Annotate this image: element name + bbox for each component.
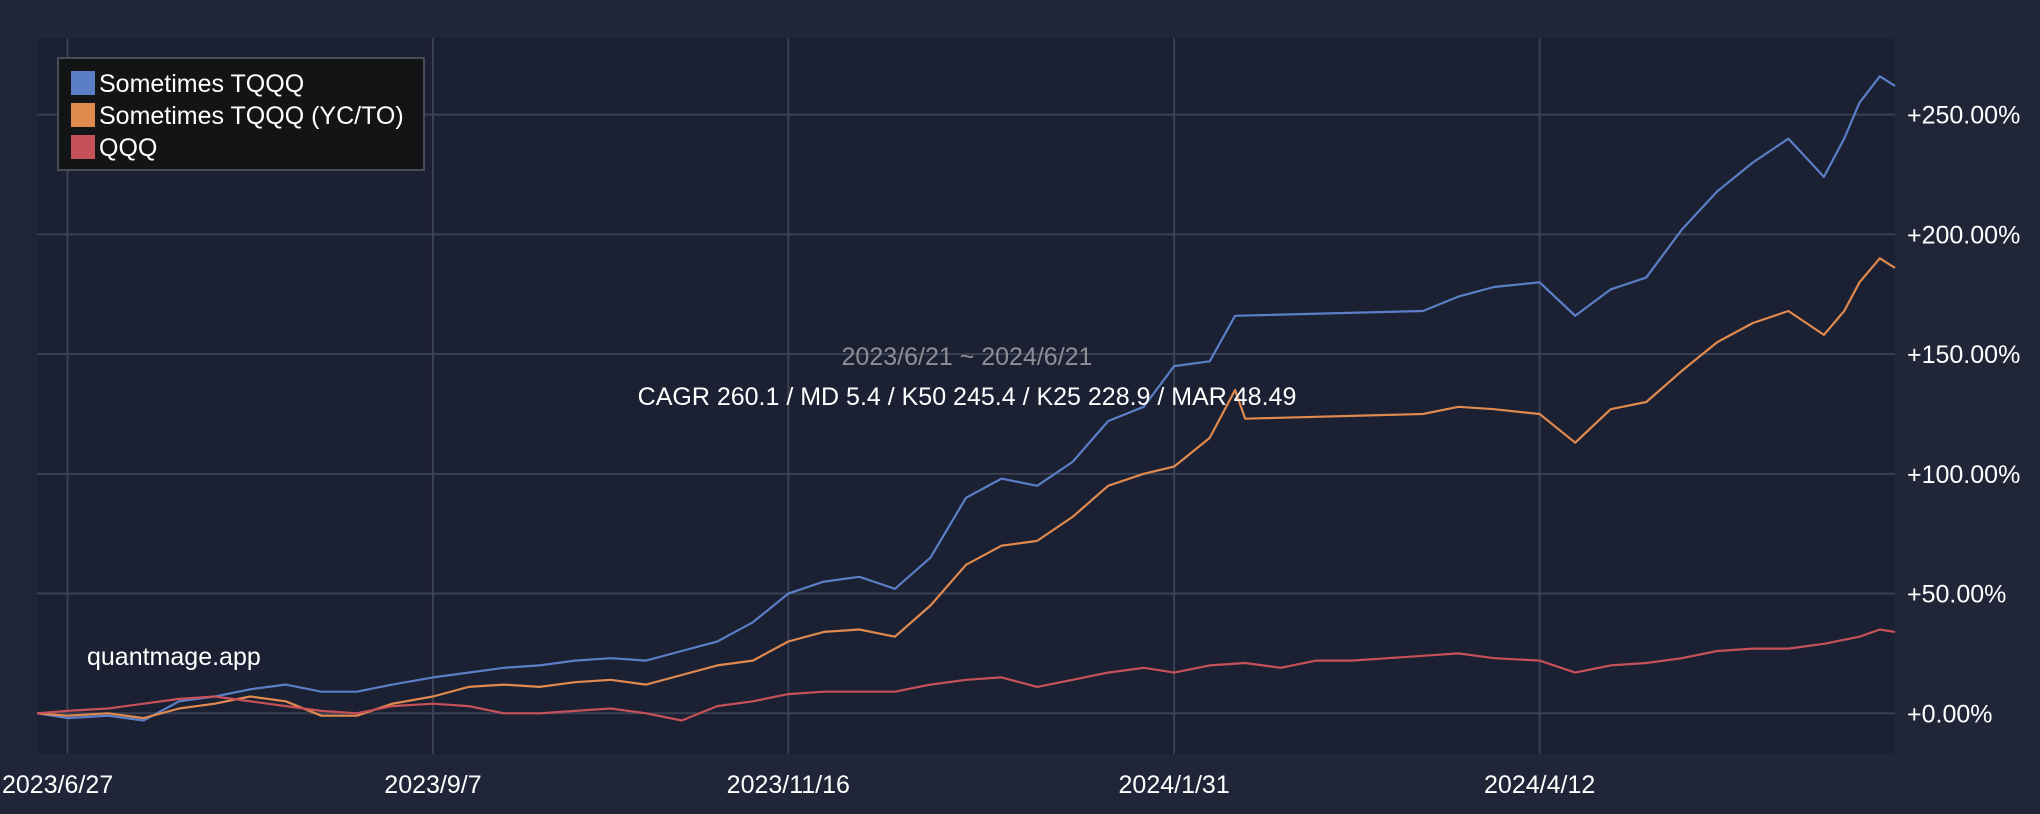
legend-swatch-2 <box>71 135 95 159</box>
x-tick-label-0: 2023/6/27 <box>2 771 113 799</box>
x-tick-label-1: 2023/9/7 <box>384 771 481 799</box>
watermark-label: quantmage.app <box>87 643 261 671</box>
y-tick-label-5: +250.00% <box>1907 102 2020 130</box>
y-tick-label-1: +50.00% <box>1907 581 2006 609</box>
legend-label-2: QQQ <box>99 134 157 162</box>
y-tick-label-4: +200.00% <box>1907 221 2020 249</box>
legend-items: Sometimes TQQQ Sometimes TQQQ (YC/TO) QQQ <box>71 70 404 162</box>
legend-label-1: Sometimes TQQQ (YC/TO) <box>99 102 404 130</box>
x-axis-labels: 2023/6/27 2023/9/7 2023/11/16 2024/1/31 2024… <box>2 771 1595 799</box>
performance-stats-label: CAGR 260.1 / MD 5.4 / K50 245.4 / K25 22… <box>638 383 1297 411</box>
x-grid-lines <box>66 38 1541 754</box>
x-tick-label-3: 2024/1/31 <box>1119 771 1230 799</box>
series-lines <box>36 75 1896 722</box>
series-line-2 <box>36 628 1896 722</box>
y-tick-label-0: +0.00% <box>1907 700 1993 728</box>
y-axis-labels: +0.00% +50.00% +100.00% +150.00% +200.00% +25… <box>1907 102 2020 729</box>
legend-swatch-0 <box>71 71 95 95</box>
date-range-subtitle: 2023/6/21 ~ 2024/6/21 <box>842 343 1093 371</box>
x-tick-label-2: 2023/11/16 <box>727 771 850 799</box>
legend-swatch-1 <box>71 103 95 127</box>
legend-box <box>57 57 425 171</box>
series-line-0 <box>36 75 1896 722</box>
y-tick-label-3: +150.00% <box>1907 341 2020 369</box>
y-tick-label-2: +100.00% <box>1907 461 2020 489</box>
x-tick-label-4: 2024/4/12 <box>1484 771 1595 799</box>
series-line-1 <box>36 257 1896 720</box>
legend: Sometimes TQQQ Sometimes TQQQ (YC/TO) QQQ <box>57 57 425 171</box>
legend-label-0: Sometimes TQQQ <box>99 70 304 98</box>
